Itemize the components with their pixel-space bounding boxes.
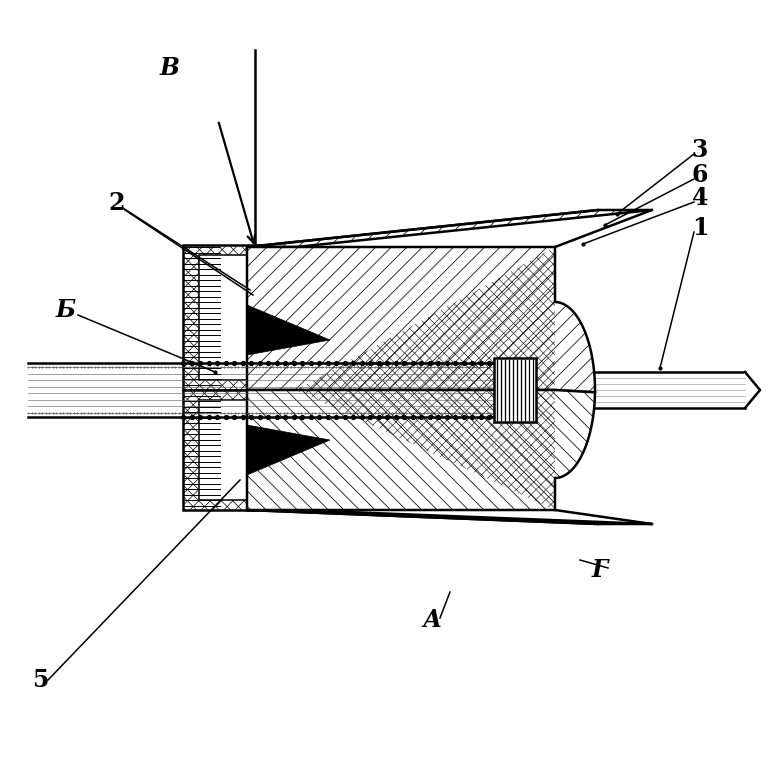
Polygon shape: [247, 510, 652, 524]
Polygon shape: [745, 372, 760, 408]
Text: Г: Г: [592, 558, 608, 582]
Polygon shape: [247, 210, 652, 247]
Polygon shape: [183, 245, 296, 390]
Polygon shape: [247, 247, 595, 393]
Text: 6: 6: [692, 163, 708, 187]
Polygon shape: [199, 400, 280, 500]
Text: 3: 3: [692, 138, 708, 162]
Text: 2: 2: [108, 191, 126, 215]
Polygon shape: [247, 425, 330, 475]
Polygon shape: [247, 305, 330, 355]
Text: А: А: [423, 608, 441, 632]
Text: В: В: [160, 56, 180, 80]
Polygon shape: [494, 358, 536, 422]
Text: 4: 4: [692, 186, 708, 210]
Text: 1: 1: [692, 216, 708, 240]
Polygon shape: [183, 390, 296, 510]
Polygon shape: [199, 255, 280, 380]
Text: 5: 5: [32, 668, 48, 692]
Text: Б: Б: [56, 298, 76, 322]
Polygon shape: [247, 390, 595, 510]
